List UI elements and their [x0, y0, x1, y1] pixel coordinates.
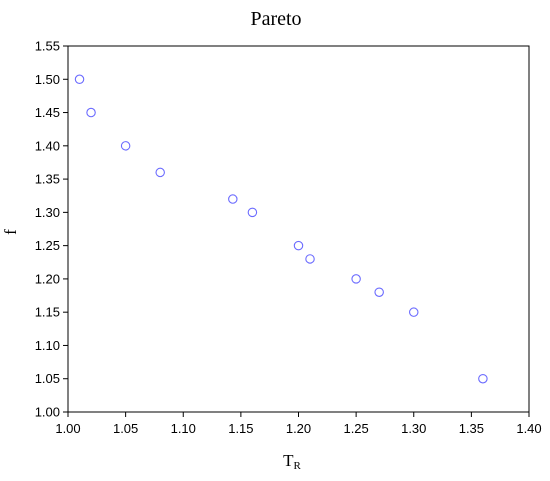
y-tick-label: 1.00	[35, 405, 60, 420]
x-tick-label: 1.40	[516, 421, 541, 436]
data-point	[155, 167, 165, 178]
data-point	[293, 240, 304, 251]
data-point	[120, 141, 131, 151]
x-tick-label: 1.35	[459, 421, 484, 436]
y-axis-label: f	[1, 229, 20, 235]
y-tick-label: 1.10	[35, 338, 60, 353]
x-tick-label: 1.30	[401, 421, 426, 436]
x-axis-ticks: 1.00 1.05 1.10 1.15 1.20 1.25 1.30 1.35 1.40	[55, 412, 542, 436]
data-point	[351, 274, 361, 284]
y-tick-label: 1.35	[35, 172, 60, 187]
x-tick-label: 1.00	[55, 421, 80, 436]
y-tick-label: 1.30	[35, 205, 60, 220]
y-tick-label: 1.45	[35, 105, 60, 120]
y-tick-label: 1.40	[35, 138, 60, 153]
data-point	[374, 287, 384, 297]
x-axis-label: TR	[283, 451, 301, 472]
plot-area-border	[67, 45, 530, 413]
data-point	[305, 254, 315, 264]
y-tick-label: 1.05	[35, 371, 60, 386]
y-tick-label: 1.25	[35, 238, 60, 253]
x-tick-label: 1.05	[113, 421, 138, 436]
data-point	[478, 373, 488, 384]
y-tick-label: 1.55	[35, 39, 60, 54]
y-tick-label: 1.20	[35, 271, 60, 286]
data-point	[86, 107, 96, 118]
x-tick-label: 1.25	[343, 421, 368, 436]
chart-title: Pareto	[250, 8, 301, 30]
x-tick-label: 1.10	[171, 421, 196, 436]
y-tick-label: 1.15	[35, 305, 60, 320]
data-point	[228, 194, 238, 204]
x-axis-label-main: T	[283, 451, 294, 470]
x-tick-label: 1.15	[228, 421, 253, 436]
x-tick-label: 1.20	[286, 421, 311, 436]
data-point	[247, 207, 258, 218]
x-axis-label-subscript: R	[294, 460, 302, 472]
data-point	[408, 307, 419, 317]
y-tick-label: 1.50	[35, 72, 60, 87]
data-points	[74, 74, 488, 384]
plot-frame	[67, 45, 530, 413]
y-axis-ticks: 1.00 1.05 1.10 1.15 1.20 1.25 1.30 1.35 1.40 1.45…	[35, 39, 68, 420]
data-point	[74, 74, 85, 85]
